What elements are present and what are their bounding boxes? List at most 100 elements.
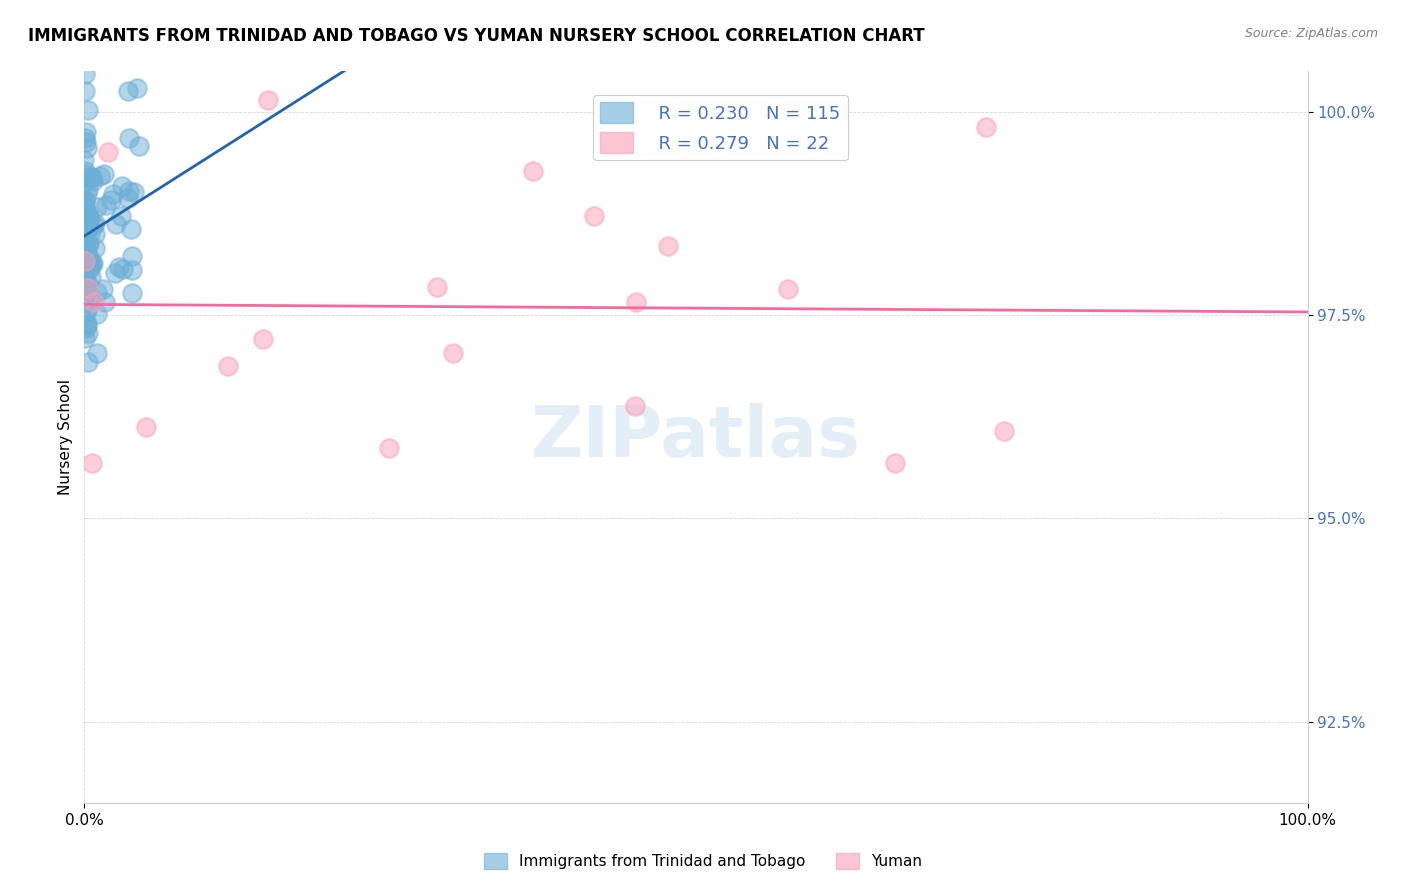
Immigrants from Trinidad and Tobago	[86, 346, 108, 360]
Immigrants from Trinidad and Tobago	[79, 212, 101, 227]
Immigrants from Trinidad and Tobago	[76, 317, 98, 331]
Immigrants from Trinidad and Tobago	[73, 193, 96, 207]
Immigrants from Trinidad and Tobago	[76, 206, 98, 220]
Immigrants from Trinidad and Tobago	[75, 241, 97, 255]
Immigrants from Trinidad and Tobago	[75, 226, 97, 240]
Yuman	[97, 145, 120, 159]
Immigrants from Trinidad and Tobago	[73, 286, 96, 301]
Immigrants from Trinidad and Tobago	[76, 140, 98, 154]
Immigrants from Trinidad and Tobago	[80, 170, 103, 185]
Immigrants from Trinidad and Tobago	[117, 191, 139, 205]
Yuman	[82, 456, 104, 470]
Immigrants from Trinidad and Tobago	[118, 131, 141, 145]
Immigrants from Trinidad and Tobago	[103, 266, 125, 280]
Immigrants from Trinidad and Tobago	[75, 193, 97, 207]
Immigrants from Trinidad and Tobago	[93, 167, 115, 181]
Immigrants from Trinidad and Tobago	[111, 178, 134, 193]
Immigrants from Trinidad and Tobago	[75, 220, 97, 235]
Immigrants from Trinidad and Tobago	[75, 84, 97, 98]
Immigrants from Trinidad and Tobago	[76, 206, 98, 220]
Text: ZIPatlas: ZIPatlas	[531, 402, 860, 472]
Immigrants from Trinidad and Tobago	[73, 201, 96, 215]
Immigrants from Trinidad and Tobago	[75, 321, 97, 335]
Immigrants from Trinidad and Tobago	[75, 135, 97, 149]
Immigrants from Trinidad and Tobago	[86, 200, 108, 214]
Immigrants from Trinidad and Tobago	[75, 163, 97, 178]
Immigrants from Trinidad and Tobago	[73, 130, 96, 145]
Immigrants from Trinidad and Tobago	[103, 186, 125, 201]
Immigrants from Trinidad and Tobago	[105, 217, 128, 231]
Immigrants from Trinidad and Tobago	[75, 249, 97, 263]
Immigrants from Trinidad and Tobago	[84, 227, 107, 241]
Immigrants from Trinidad and Tobago	[86, 307, 108, 321]
Yuman	[135, 420, 157, 434]
Immigrants from Trinidad and Tobago	[76, 187, 98, 202]
Yuman	[441, 346, 464, 360]
Immigrants from Trinidad and Tobago	[76, 318, 98, 332]
Immigrants from Trinidad and Tobago	[75, 272, 97, 286]
Immigrants from Trinidad and Tobago	[75, 211, 97, 226]
Immigrants from Trinidad and Tobago	[80, 258, 103, 272]
Immigrants from Trinidad and Tobago	[77, 257, 100, 271]
Immigrants from Trinidad and Tobago	[73, 210, 96, 224]
Immigrants from Trinidad and Tobago	[93, 295, 115, 310]
Immigrants from Trinidad and Tobago	[117, 84, 139, 98]
Immigrants from Trinidad and Tobago	[75, 247, 97, 261]
Immigrants from Trinidad and Tobago	[82, 174, 104, 188]
Immigrants from Trinidad and Tobago	[73, 331, 96, 345]
Immigrants from Trinidad and Tobago	[75, 277, 97, 291]
Immigrants from Trinidad and Tobago	[82, 256, 104, 270]
Immigrants from Trinidad and Tobago	[121, 250, 143, 264]
Immigrants from Trinidad and Tobago	[86, 285, 108, 300]
Immigrants from Trinidad and Tobago	[79, 252, 101, 266]
Immigrants from Trinidad and Tobago	[83, 218, 105, 232]
Yuman	[657, 239, 679, 253]
Text: Source: ZipAtlas.com: Source: ZipAtlas.com	[1244, 27, 1378, 40]
Yuman	[83, 295, 105, 310]
Immigrants from Trinidad and Tobago	[73, 229, 96, 244]
Immigrants from Trinidad and Tobago	[76, 354, 98, 368]
Immigrants from Trinidad and Tobago	[84, 241, 107, 255]
Immigrants from Trinidad and Tobago	[73, 210, 96, 224]
Immigrants from Trinidad and Tobago	[127, 81, 149, 95]
Immigrants from Trinidad and Tobago	[75, 222, 97, 236]
Immigrants from Trinidad and Tobago	[93, 281, 115, 295]
Immigrants from Trinidad and Tobago	[79, 226, 101, 240]
Immigrants from Trinidad and Tobago	[96, 198, 118, 212]
Immigrants from Trinidad and Tobago	[77, 237, 100, 252]
Immigrants from Trinidad and Tobago	[75, 208, 97, 222]
Yuman	[378, 441, 401, 455]
Immigrants from Trinidad and Tobago	[76, 103, 98, 117]
Yuman	[425, 280, 447, 294]
Yuman	[624, 294, 647, 309]
Immigrants from Trinidad and Tobago	[121, 285, 143, 300]
Immigrants from Trinidad and Tobago	[128, 139, 150, 153]
Yuman	[522, 164, 544, 178]
Yuman	[217, 359, 239, 374]
Immigrants from Trinidad and Tobago	[73, 66, 96, 80]
Yuman	[974, 120, 997, 134]
Immigrants from Trinidad and Tobago	[76, 301, 98, 316]
Immigrants from Trinidad and Tobago	[89, 169, 111, 183]
Yuman	[623, 399, 645, 413]
Immigrants from Trinidad and Tobago	[75, 195, 97, 210]
Immigrants from Trinidad and Tobago	[76, 247, 98, 261]
Yuman	[883, 456, 905, 470]
Immigrants from Trinidad and Tobago	[77, 210, 100, 224]
Immigrants from Trinidad and Tobago	[73, 295, 96, 310]
Yuman	[582, 209, 605, 223]
Y-axis label: Nursery School: Nursery School	[58, 379, 73, 495]
Immigrants from Trinidad and Tobago	[107, 260, 129, 275]
Immigrants from Trinidad and Tobago	[76, 235, 98, 250]
Immigrants from Trinidad and Tobago	[75, 252, 97, 266]
Immigrants from Trinidad and Tobago	[76, 277, 98, 292]
Immigrants from Trinidad and Tobago	[73, 153, 96, 167]
Immigrants from Trinidad and Tobago	[80, 170, 103, 185]
Immigrants from Trinidad and Tobago	[80, 171, 103, 186]
Immigrants from Trinidad and Tobago	[77, 182, 100, 196]
Immigrants from Trinidad and Tobago	[75, 306, 97, 320]
Yuman	[993, 424, 1015, 438]
Yuman	[252, 332, 274, 346]
Immigrants from Trinidad and Tobago	[100, 193, 122, 207]
Immigrants from Trinidad and Tobago	[73, 167, 96, 181]
